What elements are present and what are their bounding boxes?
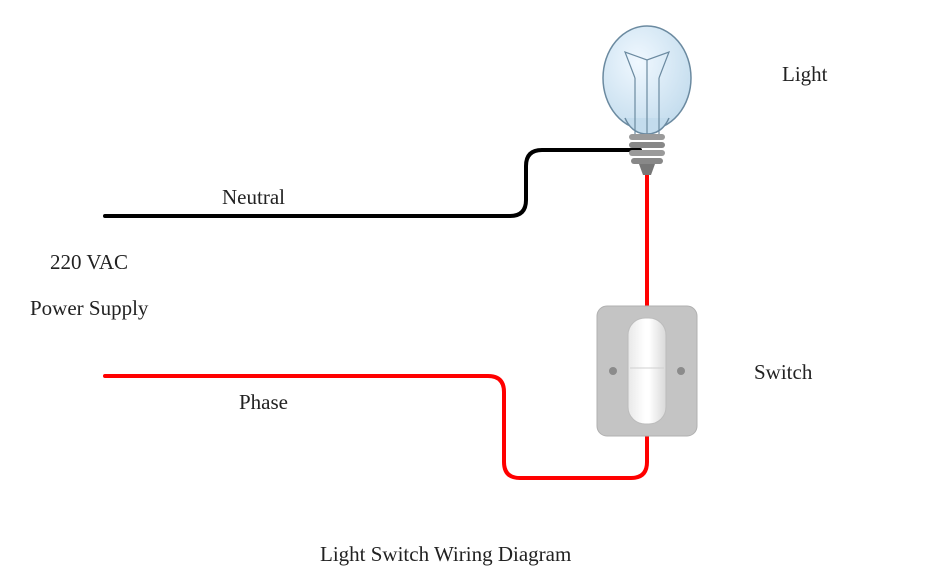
light-label: Light bbox=[782, 62, 828, 87]
diagram-title: Light Switch Wiring Diagram bbox=[320, 542, 571, 567]
switch-icon bbox=[597, 306, 697, 436]
neutral-wire bbox=[105, 150, 640, 216]
phase-label: Phase bbox=[239, 390, 288, 415]
phase-wire-supply-to-switch bbox=[105, 376, 647, 478]
neutral-label: Neutral bbox=[222, 185, 285, 210]
switch-label: Switch bbox=[754, 360, 812, 385]
power-supply-label: Power Supply bbox=[30, 296, 148, 321]
light-bulb-icon bbox=[603, 26, 691, 175]
wiring-diagram bbox=[0, 0, 952, 586]
voltage-label: 220 VAC bbox=[50, 250, 128, 275]
